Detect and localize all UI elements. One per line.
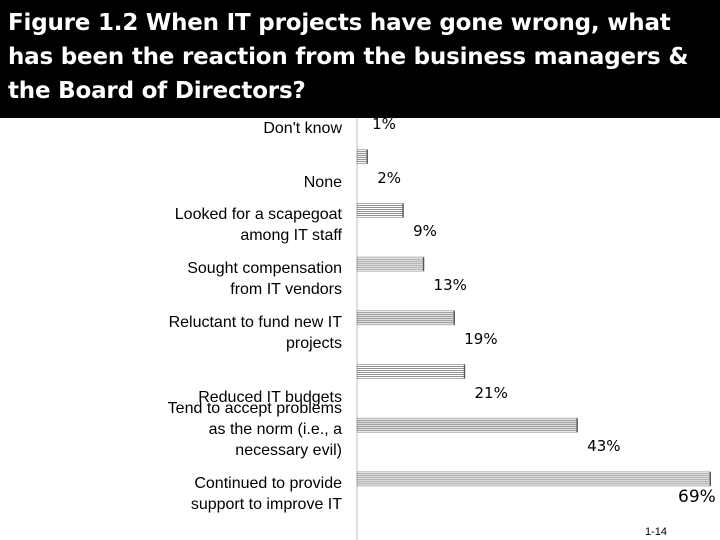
- data-label: 43%: [587, 437, 621, 456]
- data-label: 2%: [377, 168, 402, 187]
- data-label: 69%: [678, 486, 716, 507]
- page-title: Figure 1.2 When IT projects have gone wr…: [8, 10, 689, 104]
- bar: [356, 417, 578, 433]
- data-label: 9%: [413, 222, 437, 241]
- bar: [356, 256, 425, 272]
- category-label: Looked for a scapegoat among IT staff: [174, 206, 342, 245]
- bar: [356, 149, 368, 165]
- bar: [356, 310, 455, 326]
- slide-number: 1-14: [645, 526, 668, 538]
- bar: [356, 471, 711, 487]
- bar: [356, 202, 404, 218]
- bar: [356, 364, 466, 379]
- data-label: 1%: [372, 115, 396, 133]
- data-label: 13%: [433, 276, 467, 295]
- data-label: 19%: [464, 329, 498, 348]
- category-label: Reduced IT budgets: [198, 388, 342, 406]
- category-label: Sought compensation from IT vendors: [187, 260, 342, 299]
- title-bar: [0, 0, 720, 118]
- category-label: None: [303, 173, 342, 191]
- category-label: Tend to accept problems as the norm (i.e…: [167, 400, 342, 460]
- category-label: Reluctant to fund new IT projects: [168, 313, 342, 352]
- data-label: 21%: [474, 383, 508, 402]
- category-label: Don't know: [263, 120, 342, 137]
- category-label: Continued to provide support to improve …: [190, 474, 342, 513]
